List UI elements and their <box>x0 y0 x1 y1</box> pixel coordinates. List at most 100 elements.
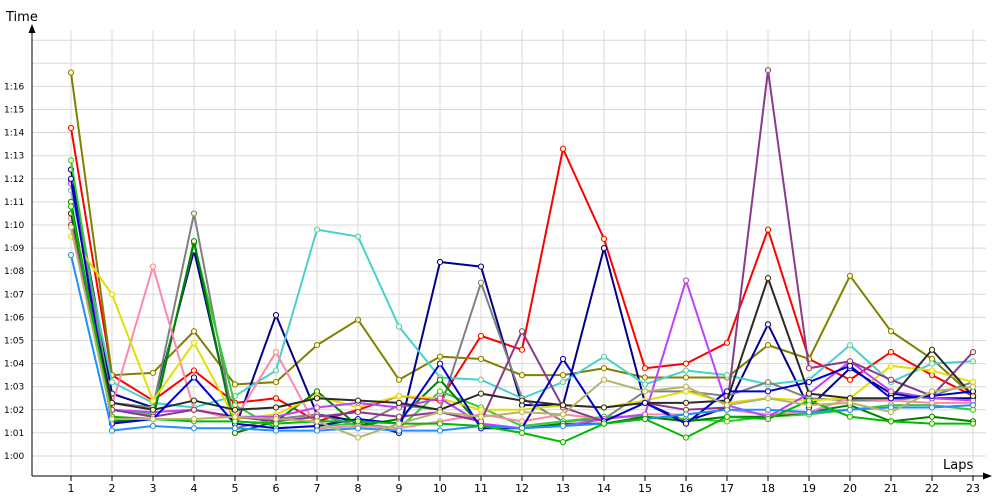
data-point <box>928 413 936 420</box>
data-point <box>477 332 485 339</box>
data-point <box>436 388 444 395</box>
data-point <box>518 409 526 416</box>
data-point <box>67 251 75 259</box>
data-point <box>928 404 936 411</box>
data-point <box>149 369 157 376</box>
data-point <box>805 390 813 397</box>
data-point <box>518 346 526 353</box>
x-tick-label: 9 <box>396 482 403 495</box>
data-point <box>764 388 772 395</box>
data-point <box>764 406 772 413</box>
data-point <box>846 399 854 406</box>
data-point <box>559 378 567 386</box>
data-point <box>559 355 567 363</box>
y-tick-label: 1:06 <box>4 313 24 323</box>
data-point <box>559 411 567 418</box>
data-point <box>928 367 936 374</box>
data-point <box>436 360 444 367</box>
y-tick-label: 1:11 <box>4 198 24 208</box>
data-point <box>149 263 157 270</box>
x-tick-label: 20 <box>843 482 857 495</box>
data-point <box>354 233 362 240</box>
data-point <box>354 434 362 441</box>
data-point <box>313 226 321 233</box>
data-point <box>682 367 690 374</box>
data-point <box>723 402 731 409</box>
data-point <box>969 420 977 427</box>
data-point <box>272 311 280 319</box>
data-point <box>67 224 75 231</box>
y-tick-label: 1:03 <box>4 383 24 393</box>
data-point <box>231 381 239 388</box>
data-point <box>67 203 75 210</box>
data-point <box>969 402 977 409</box>
data-point <box>600 353 608 360</box>
data-point <box>723 413 731 420</box>
data-point <box>149 422 157 430</box>
data-point <box>108 427 116 434</box>
data-point <box>436 258 444 266</box>
x-tick-label: 18 <box>761 482 775 495</box>
data-point <box>764 321 772 328</box>
data-point <box>805 402 813 409</box>
data-point <box>887 328 895 335</box>
data-point <box>436 427 444 434</box>
data-point <box>354 316 362 323</box>
data-point <box>436 395 444 402</box>
data-point <box>231 425 239 432</box>
data-point <box>764 395 772 402</box>
data-point <box>354 409 362 416</box>
data-point <box>190 397 198 404</box>
data-point <box>559 145 567 152</box>
data-point <box>887 409 895 416</box>
data-point <box>682 383 690 390</box>
x-tick-label: 11 <box>474 482 488 495</box>
data-point <box>887 348 895 356</box>
data-point <box>600 376 608 383</box>
data-point <box>395 323 403 330</box>
data-point <box>600 404 608 411</box>
data-point <box>887 395 895 402</box>
data-point <box>641 388 649 395</box>
data-point <box>846 362 854 370</box>
data-point <box>477 355 485 363</box>
data-point <box>395 392 403 400</box>
data-point <box>969 348 977 356</box>
x-tick-label: 17 <box>720 482 734 495</box>
data-point <box>600 235 608 242</box>
data-point <box>272 378 280 386</box>
data-point <box>846 406 854 413</box>
data-point <box>313 404 321 411</box>
tick-labels: 1 2 3 4 5 6 7 8 9 10 11 12 13 14 15 16 17 18 19 20 21 22 231:0… <box>4 82 980 495</box>
x-tick-label: 15 <box>638 482 652 495</box>
y-tick-label: 1:08 <box>4 267 24 277</box>
y-tick-label: 1:00 <box>4 452 24 462</box>
x-tick-label: 12 <box>515 482 529 495</box>
x-tick-label: 23 <box>966 482 980 495</box>
data-point <box>682 399 690 406</box>
data-point <box>518 418 526 425</box>
data-point <box>272 427 280 434</box>
data-point <box>682 360 690 367</box>
data-point <box>149 397 157 404</box>
series-16 <box>67 224 977 441</box>
data-point <box>436 353 444 360</box>
data-point <box>149 406 157 413</box>
data-point <box>395 420 403 427</box>
data-point <box>354 418 362 425</box>
data-point <box>395 399 403 406</box>
y-tick-label: 1:15 <box>4 106 24 116</box>
x-tick-label: 21 <box>884 482 898 495</box>
data-point <box>600 245 608 252</box>
data-point <box>723 372 731 379</box>
data-point <box>477 390 485 397</box>
data-point <box>190 374 198 381</box>
y-tick-label: 1:09 <box>4 244 24 254</box>
data-point <box>518 397 526 404</box>
data-point <box>846 413 854 420</box>
data-point <box>559 422 567 430</box>
x-tick-label: 4 <box>191 482 198 495</box>
data-point <box>518 372 526 379</box>
data-point <box>477 422 485 430</box>
data-point <box>969 383 977 390</box>
